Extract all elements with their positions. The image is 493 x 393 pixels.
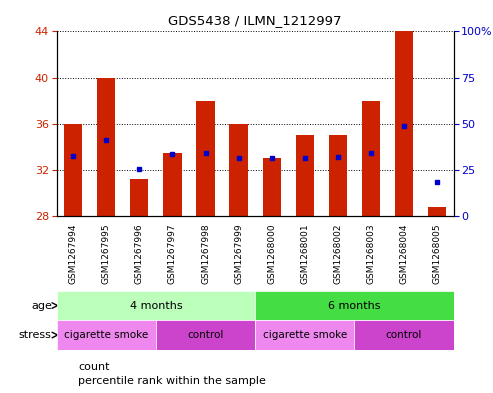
Text: percentile rank within the sample: percentile rank within the sample	[78, 376, 266, 386]
Bar	[130, 179, 148, 216]
Title: GDS5438 / ILMN_1212997: GDS5438 / ILMN_1212997	[169, 15, 342, 28]
Bar	[395, 31, 413, 216]
Bar	[230, 124, 247, 216]
Bar	[97, 77, 115, 216]
Bar	[296, 135, 314, 216]
Bar	[163, 152, 181, 216]
Bar	[255, 320, 354, 350]
Bar	[362, 101, 380, 216]
Bar	[156, 320, 255, 350]
Text: cigarette smoke: cigarette smoke	[263, 330, 347, 340]
Bar	[196, 101, 214, 216]
Bar	[329, 135, 347, 216]
Text: stress: stress	[19, 330, 52, 340]
Bar	[255, 291, 454, 320]
Text: cigarette smoke: cigarette smoke	[64, 330, 148, 340]
Text: age: age	[31, 301, 52, 310]
Text: count: count	[78, 362, 109, 373]
Text: control: control	[386, 330, 422, 340]
Text: control: control	[187, 330, 224, 340]
Bar	[428, 207, 446, 216]
Bar	[64, 124, 82, 216]
Bar	[57, 320, 156, 350]
Bar	[263, 158, 281, 216]
Bar	[57, 291, 255, 320]
Text: 6 months: 6 months	[328, 301, 381, 310]
Text: 4 months: 4 months	[130, 301, 182, 310]
Bar	[354, 320, 454, 350]
